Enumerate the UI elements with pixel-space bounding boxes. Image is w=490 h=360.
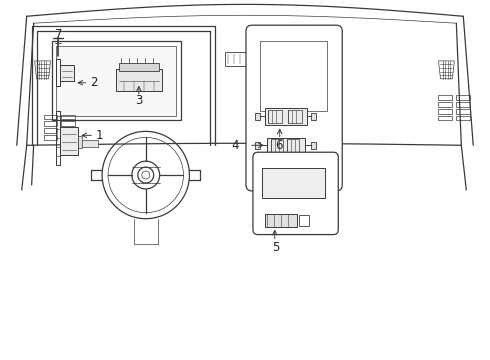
Bar <box>439 102 452 107</box>
Bar <box>44 135 57 140</box>
Polygon shape <box>439 61 454 79</box>
Bar <box>251 52 273 66</box>
Bar <box>456 95 470 100</box>
Bar <box>76 140 98 147</box>
Bar <box>51 41 180 121</box>
Bar <box>288 109 301 123</box>
Bar <box>439 109 452 113</box>
Bar <box>225 52 247 66</box>
Bar <box>277 52 298 66</box>
Bar <box>312 113 317 121</box>
Bar <box>260 41 327 111</box>
Bar <box>439 116 452 121</box>
Bar <box>267 138 305 154</box>
Bar <box>307 52 320 66</box>
Text: 4: 4 <box>232 139 239 152</box>
Bar <box>119 63 159 71</box>
Bar <box>60 65 74 81</box>
Text: 5: 5 <box>272 241 279 254</box>
Bar <box>255 142 260 149</box>
Text: 1: 1 <box>96 129 104 142</box>
Bar <box>298 215 309 226</box>
Bar <box>61 121 75 126</box>
Text: 7: 7 <box>55 28 63 41</box>
Bar <box>268 109 282 123</box>
Bar <box>61 114 75 120</box>
Bar <box>456 116 470 121</box>
Bar <box>78 136 82 148</box>
Bar <box>116 69 162 91</box>
Bar <box>439 95 452 100</box>
Bar <box>265 214 296 227</box>
Bar <box>44 114 57 120</box>
Bar <box>44 129 57 133</box>
Bar <box>61 129 75 133</box>
Text: 3: 3 <box>135 94 142 107</box>
Bar <box>265 108 307 125</box>
Polygon shape <box>35 61 50 79</box>
Bar <box>456 109 470 113</box>
Bar <box>456 102 470 107</box>
FancyBboxPatch shape <box>253 152 338 235</box>
Bar <box>312 142 317 149</box>
FancyBboxPatch shape <box>246 25 342 191</box>
Bar <box>287 139 298 152</box>
Bar <box>262 168 325 198</box>
Bar <box>271 139 283 152</box>
Text: 2: 2 <box>90 76 98 89</box>
Bar <box>56 46 175 116</box>
Bar <box>255 113 260 121</box>
Bar <box>60 127 78 155</box>
Bar <box>44 121 57 126</box>
Ellipse shape <box>284 200 308 208</box>
Bar <box>61 135 75 140</box>
Text: 6: 6 <box>275 139 282 152</box>
